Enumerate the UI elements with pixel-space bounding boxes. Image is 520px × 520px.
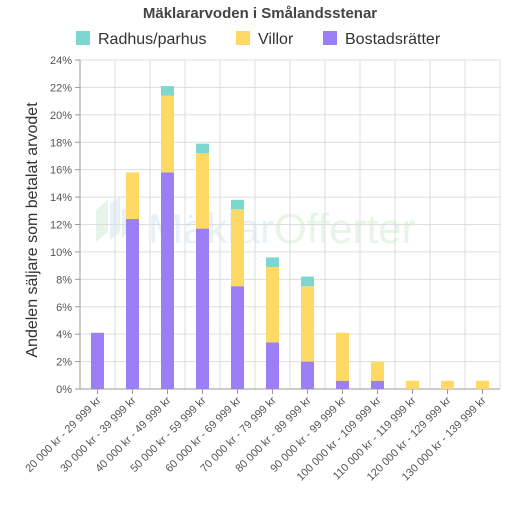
bar-villor-3 bbox=[196, 153, 209, 229]
legend-item: Radhus/parhus bbox=[76, 31, 207, 48]
y-tick-label: 8% bbox=[56, 274, 72, 286]
y-tick-label: 0% bbox=[56, 384, 72, 396]
y-axis-ticks: 0% 2% 4% 6% 8% 10% 12% 14% 16% 18% 20% 22% 24% bbox=[50, 55, 80, 396]
y-tick-label: 4% bbox=[56, 329, 72, 341]
legend-item: Bostadsrätter bbox=[323, 31, 441, 48]
bar-villor-7 bbox=[336, 332, 349, 381]
legend-label: Radhus/parhus bbox=[98, 31, 207, 48]
legend-label: Bostadsrätter bbox=[345, 31, 441, 48]
bar-bostadsrätter-1 bbox=[126, 219, 139, 389]
bar-bostadsrätter-0 bbox=[91, 332, 104, 389]
y-tick-label: 12% bbox=[50, 220, 72, 232]
bars bbox=[91, 86, 489, 389]
bar-bostadsrätter-5 bbox=[266, 342, 279, 389]
legend: Radhus/parhus Villor Bostadsrätter bbox=[76, 31, 441, 48]
bar-bostadsrätter-6 bbox=[301, 361, 314, 389]
y-tick-label: 2% bbox=[56, 357, 72, 369]
bar-bostadsrätter-8 bbox=[371, 380, 384, 389]
bar-villor-10 bbox=[441, 380, 454, 389]
watermark-text: MäklarOfferter bbox=[148, 205, 416, 252]
bar-villor-4 bbox=[231, 209, 244, 287]
bar-villor-11 bbox=[476, 380, 489, 389]
y-tick-label: 10% bbox=[50, 247, 72, 259]
y-tick-label: 20% bbox=[50, 110, 72, 122]
gridlines bbox=[79, 59, 501, 390]
y-tick-label: 22% bbox=[50, 82, 72, 94]
bar-villor-8 bbox=[371, 361, 384, 381]
y-tick-label: 18% bbox=[50, 137, 72, 149]
legend-swatch bbox=[323, 31, 337, 45]
bar-radhus-parhus-5 bbox=[266, 257, 279, 267]
bar-bostadsrätter-7 bbox=[336, 380, 349, 389]
y-tick-label: 6% bbox=[56, 302, 72, 314]
bar-radhus-parhus-3 bbox=[196, 143, 209, 154]
bar-villor-6 bbox=[301, 286, 314, 362]
bar-radhus-parhus-6 bbox=[301, 276, 314, 287]
legend-swatch bbox=[236, 31, 250, 45]
bar-radhus-parhus-2 bbox=[161, 86, 174, 96]
bar-villor-5 bbox=[266, 266, 279, 343]
bar-villor-2 bbox=[161, 95, 174, 173]
y-axis-label: Andelen säljare som betalat arvodet bbox=[24, 102, 41, 358]
watermark-text-right: Offerter bbox=[274, 205, 416, 252]
bar-bostadsrätter-2 bbox=[161, 172, 174, 389]
y-tick-label: 14% bbox=[50, 192, 72, 204]
legend-item: Villor bbox=[236, 31, 294, 48]
chart-title: Mäklararvoden i Smålandsstenar bbox=[143, 5, 377, 22]
legend-label: Villor bbox=[258, 31, 294, 48]
legend-swatch bbox=[76, 31, 90, 45]
bar-villor-9 bbox=[406, 380, 419, 389]
y-tick-label: 16% bbox=[50, 165, 72, 177]
bar-radhus-parhus-4 bbox=[231, 199, 244, 210]
y-tick-label: 24% bbox=[50, 55, 72, 67]
bar-villor-1 bbox=[126, 172, 139, 220]
bar-bostadsrätter-3 bbox=[196, 228, 209, 389]
bar-bostadsrätter-4 bbox=[231, 286, 244, 389]
